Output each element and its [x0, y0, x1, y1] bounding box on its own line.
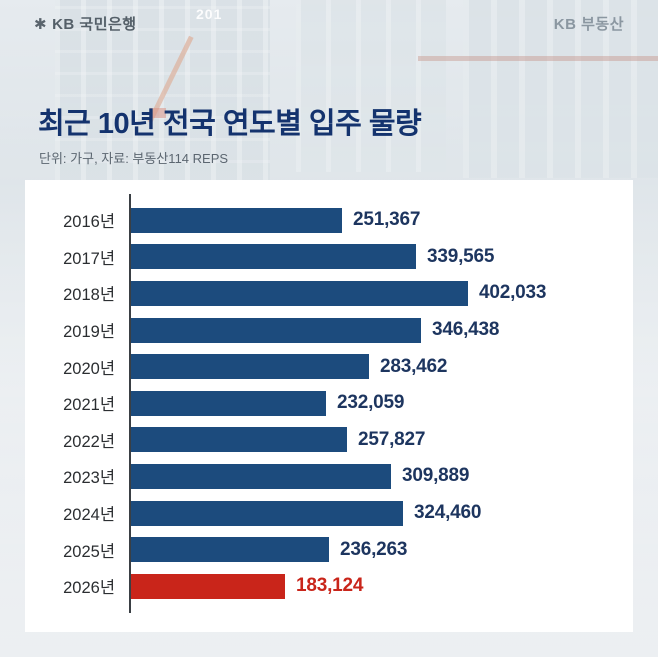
- chart-row: 2025년 236,263: [39, 531, 633, 568]
- year-label: 2018년: [63, 286, 115, 305]
- value-label: 346,438: [432, 319, 500, 341]
- bar-track: 236,263: [129, 537, 633, 563]
- bar-2020년: [131, 354, 369, 380]
- bar-2023년: [131, 463, 391, 489]
- chart-subtitle: 단위: 가구, 자료: 부동산114 REPS: [39, 151, 229, 166]
- bar-track: 402,033: [129, 280, 633, 306]
- value-label: 339,565: [427, 245, 495, 267]
- apartment-building: [463, 0, 658, 178]
- chart-row: 2017년 339,565: [39, 239, 633, 276]
- value-label: 183,124: [296, 575, 364, 597]
- chart-row: 2018년 402,033: [39, 275, 633, 312]
- bar-2016년: [131, 207, 342, 233]
- value-label: 251,367: [353, 209, 421, 231]
- y-axis-line: [129, 194, 131, 613]
- bar-2021년: [131, 390, 326, 416]
- kb-real-estate-logo: KB 부동산: [553, 16, 624, 33]
- bar-2019년: [131, 317, 421, 343]
- bar-track: 183,124: [129, 573, 633, 599]
- chart-row: 2016년 251,367: [39, 202, 633, 239]
- page-header: ✱ KB 국민은행 KB 부동산: [34, 13, 624, 34]
- value-label: 236,263: [340, 538, 408, 560]
- value-label: 257,827: [358, 428, 426, 450]
- bar-2025년: [131, 537, 329, 563]
- chart-row: 2026년 183,124: [39, 568, 633, 605]
- value-label: 324,460: [414, 502, 482, 524]
- bar-track: 232,059: [129, 390, 633, 416]
- value-label: 402,033: [479, 282, 547, 304]
- year-label: 2020년: [63, 359, 115, 378]
- bar-track: 283,462: [129, 354, 633, 380]
- bar-2024년: [131, 500, 403, 526]
- chart-card: 2016년 251,367 2017년 339,565 2018년 402,033 2019…: [25, 180, 633, 632]
- ladder-truck-cab: [150, 108, 166, 118]
- kb-kookmin-bank-logo: ✱ KB 국민은행: [34, 13, 137, 34]
- bar-track: 339,565: [129, 244, 633, 270]
- chart-title: 최근 10년 전국 연도별 입주 물량: [38, 108, 422, 140]
- year-label: 2026년: [63, 579, 115, 598]
- kb-star-icon: ✱: [34, 15, 48, 33]
- value-label: 232,059: [337, 392, 405, 414]
- chart-row: 2019년 346,438: [39, 312, 633, 349]
- year-label: 2017년: [63, 249, 115, 268]
- bar-track: 251,367: [129, 207, 633, 233]
- building-number-label: 201: [196, 6, 223, 22]
- apartment-building: [296, 0, 446, 172]
- chart-row: 2023년 309,889: [39, 458, 633, 495]
- bar-2017년: [131, 244, 416, 270]
- bar-track: 324,460: [129, 500, 633, 526]
- year-label: 2023년: [63, 469, 115, 488]
- value-label: 283,462: [380, 355, 448, 377]
- year-label: 2025년: [63, 542, 115, 561]
- horizontal-bar-chart: 2016년 251,367 2017년 339,565 2018년 402,033 2019…: [25, 180, 633, 629]
- chart-row: 2020년 283,462: [39, 348, 633, 385]
- bar-2026년: [131, 573, 285, 599]
- bar-track: 257,827: [129, 427, 633, 453]
- chart-row: 2022년 257,827: [39, 422, 633, 459]
- year-label: 2024년: [63, 506, 115, 525]
- bar-2018년: [131, 280, 468, 306]
- bar-track: 309,889: [129, 463, 633, 489]
- year-label: 2019년: [63, 323, 115, 342]
- year-label: 2022년: [63, 432, 115, 451]
- bar-track: 346,438: [129, 317, 633, 343]
- bar-2022년: [131, 427, 347, 453]
- chart-row: 2024년 324,460: [39, 495, 633, 532]
- year-label: 2021년: [63, 396, 115, 415]
- year-label: 2016년: [63, 213, 115, 232]
- building-roofline: [418, 56, 658, 61]
- kb-bank-logo-text: KB 국민은행: [52, 16, 137, 33]
- value-label: 309,889: [402, 465, 470, 487]
- chart-row: 2021년 232,059: [39, 385, 633, 422]
